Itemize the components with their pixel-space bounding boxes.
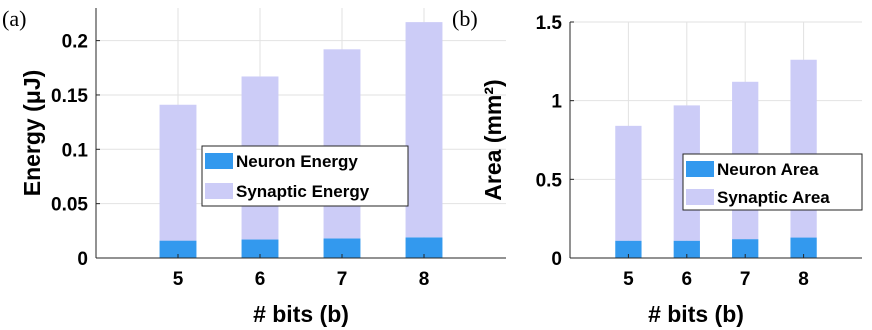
chart-panel-2: 0 0.5 1 1.5 5 6 7 8 # bits (b) Area (mm²) (b) Neuro… (452, 6, 863, 327)
panel-label: (b) (452, 6, 478, 31)
bar-synaptic-8 (790, 59, 817, 238)
legend-box (201, 145, 409, 207)
legend-label: Neuron Energy (236, 152, 358, 171)
x-axis-label: # bits (b) (253, 301, 349, 327)
x-axis-label: # bits (b) (648, 301, 744, 327)
bar-neuron-8 (405, 237, 443, 258)
x-tick-label: 8 (419, 269, 430, 290)
y-tick-label: 1.5 (536, 13, 563, 34)
y-tick-label: 0.05 (51, 195, 88, 216)
y-tick-label: 1 (551, 92, 562, 113)
plot-area (96, 8, 506, 258)
bar-neuron-5 (159, 240, 197, 258)
bar-neuron-7 (323, 238, 361, 258)
y-axis-label: Area (mm²) (480, 79, 506, 200)
y-tick-label: 0 (551, 249, 562, 270)
x-tick-label: 7 (337, 269, 348, 290)
bar-neuron-6 (241, 239, 279, 258)
bar-synaptic-5 (159, 104, 197, 241)
bar-synaptic-8 (405, 22, 443, 238)
bar-neuron-7 (732, 239, 759, 258)
legend-swatch (205, 183, 233, 199)
y-tick-label: 0.1 (62, 140, 89, 161)
x-tick-label: 7 (740, 269, 751, 290)
y-tick-label: 0.5 (536, 170, 563, 191)
x-tick-label: 6 (682, 269, 693, 290)
legend-swatch (686, 189, 714, 205)
x-tick-label: 8 (798, 269, 809, 290)
bar-neuron-8 (790, 237, 817, 258)
y-tick-label: 0.2 (62, 32, 88, 53)
y-axis-label: Energy (μJ) (19, 70, 45, 197)
bar-neuron-5 (615, 240, 642, 258)
legend: Neuron Area Synaptic Area (682, 153, 863, 211)
legend-label: Synaptic Area (717, 188, 830, 207)
x-tick-label: 5 (623, 269, 634, 290)
legend-label: Synaptic Energy (236, 182, 370, 201)
chart-panel-1: 0 0.05 0.1 0.15 0.2 5 6 7 8 # bits (b) Energy (μJ)… (2, 6, 506, 327)
bar-synaptic-7 (323, 49, 361, 239)
x-tick-label: 6 (255, 269, 266, 290)
bar-synaptic-5 (615, 125, 642, 241)
panel-label: (a) (2, 6, 26, 31)
bar-neuron-6 (673, 240, 700, 258)
x-tick-label: 5 (173, 269, 184, 290)
legend: Neuron Energy Synaptic Energy (201, 145, 409, 207)
legend-label: Neuron Area (717, 160, 819, 179)
y-tick-label: 0.15 (51, 86, 88, 107)
legend-swatch (686, 161, 714, 177)
legend-swatch (205, 153, 233, 169)
y-tick-label: 0 (77, 249, 88, 270)
plot-area (570, 22, 862, 258)
